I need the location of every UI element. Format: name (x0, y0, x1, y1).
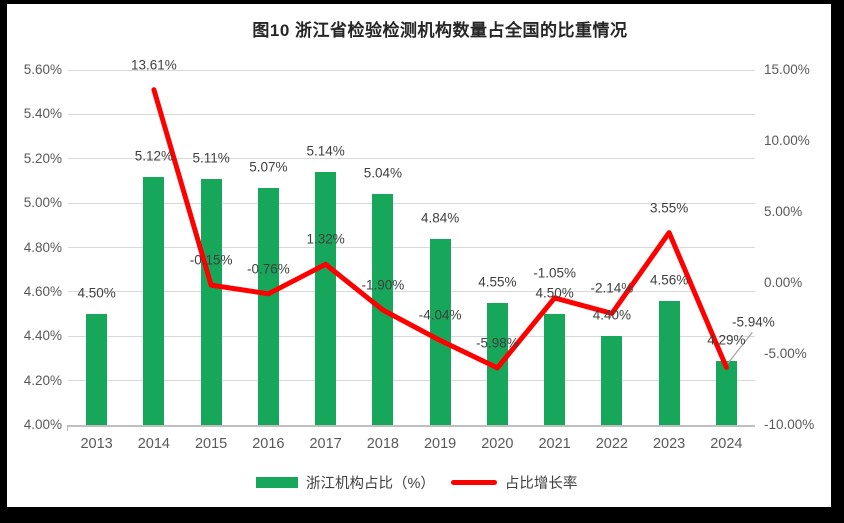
right-axis-tick-label: 15.00% (764, 62, 810, 77)
proportion-bar (544, 314, 566, 425)
proportion-bar (86, 314, 108, 425)
bar-value-label: 4.50% (535, 285, 574, 301)
left-axis-tick-label: 4.60% (23, 283, 62, 299)
bar-value-label: 4.55% (478, 274, 517, 290)
bar-value-label: 4.84% (420, 210, 460, 226)
bar-value-label: 4.40% (592, 307, 632, 323)
x-axis-year-label: 2019 (423, 436, 457, 452)
left-axis-tick-label: 5.20% (23, 150, 62, 166)
x-axis-year-label: 2022 (595, 436, 629, 452)
chart-title: 图10 浙江省检验检测机构数量占全国的比重情况 (252, 21, 628, 40)
proportion-bar (601, 336, 623, 425)
proportion-bar (372, 194, 394, 425)
gridline (68, 380, 755, 382)
gridline (68, 335, 755, 337)
axis-tick (67, 425, 68, 431)
gridline (68, 291, 755, 293)
x-axis-year-label: 2017 (309, 436, 342, 452)
right-axis-tick-label: 0.00% (764, 275, 803, 290)
bar-value-label: 4.29% (707, 332, 746, 348)
gridline (68, 247, 755, 248)
x-axis-year-label: 2024 (710, 436, 743, 452)
growth-rate-value-label: -0.15% (189, 252, 233, 268)
bar-series-legend-label: 浙江机构占比（%） (306, 475, 435, 492)
bar-value-label: 5.11% (192, 150, 230, 166)
bar-series-swatch (256, 476, 298, 488)
left-axis-tick-label: 4.40% (23, 328, 62, 344)
proportion-bar (257, 187, 279, 425)
gridline (68, 69, 755, 71)
x-axis-year-label: 2015 (194, 436, 228, 452)
x-axis-year-label: 2014 (137, 436, 171, 452)
left-axis-tick-label: 5.00% (23, 195, 62, 211)
left-axis-tick-label: 4.80% (23, 239, 62, 255)
x-axis-year-label: 2023 (652, 436, 686, 452)
x-axis-year-label: 2020 (481, 436, 514, 452)
x-axis-year-label: 2016 (252, 436, 285, 452)
proportion-bar (429, 238, 451, 425)
bar-value-label: 4.50% (77, 285, 116, 301)
growth-rate-value-label: -4.04% (418, 307, 462, 323)
right-axis-tick-label: 10.00% (764, 133, 810, 148)
growth-rate-value-label: -5.98% (475, 335, 519, 351)
proportion-bar (715, 360, 737, 425)
growth-rate-value-label: -1.05% (533, 265, 577, 281)
chart-panel (7, 4, 831, 507)
x-axis-year-label: 2021 (538, 436, 571, 452)
bar-value-label: 5.14% (306, 143, 345, 159)
growth-rate-value-label: -5.94% (731, 314, 775, 330)
bar-value-label: 5.07% (249, 159, 288, 175)
growth-rate-value-label: 3.55% (649, 200, 689, 216)
proportion-bar (143, 176, 165, 425)
legend: 浙江机构占比（%） 占比增长率 (256, 471, 577, 493)
left-axis-tick-label: 5.40% (23, 106, 62, 122)
bar-value-label: 5.12% (134, 148, 174, 163)
right-axis-tick-label: -10.00% (764, 417, 815, 432)
left-axis-tick-label: 5.60% (23, 62, 62, 77)
bar-value-label: 5.04% (363, 165, 403, 181)
left-axis-tick-label: 4.00% (23, 417, 62, 432)
right-axis-tick-label: 5.00% (764, 204, 803, 219)
growth-rate-value-label: -1.90% (361, 277, 405, 293)
growth-rate-value-label: 13.61% (130, 57, 177, 73)
gridline (68, 113, 755, 115)
line-series-legend-label: 占比增长率 (504, 475, 578, 492)
growth-rate-value-label: -2.14% (590, 280, 634, 296)
x-axis-year-label: 2018 (366, 436, 400, 452)
growth-rate-value-label: -0.76% (246, 261, 290, 277)
proportion-bar (200, 178, 222, 425)
bar-value-label: 4.56% (649, 272, 689, 288)
x-axis-year-label: 2013 (80, 436, 113, 452)
proportion-bar (486, 302, 508, 425)
proportion-bar (315, 172, 337, 425)
right-axis-tick-label: -5.00% (764, 346, 807, 361)
x-axis-line (68, 424, 755, 427)
line-series-swatch (450, 479, 497, 485)
proportion-bar (658, 300, 680, 425)
left-axis-tick-label: 4.20% (23, 372, 62, 388)
growth-rate-value-label: 1.32% (306, 231, 345, 247)
